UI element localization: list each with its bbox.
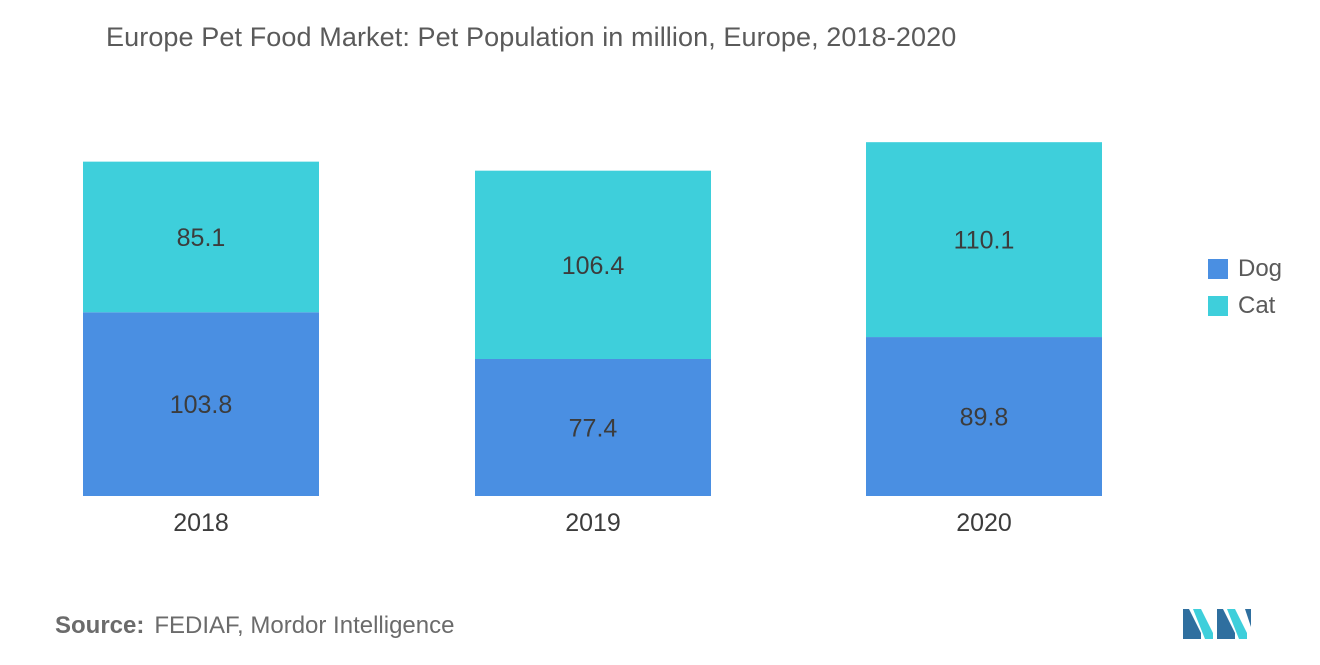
data-label-cat-2019: 106.4 [562, 252, 625, 280]
bar-cat-2019 [475, 170, 711, 360]
bar-dog-2019 [475, 359, 711, 496]
legend-swatch-cat [1208, 295, 1228, 316]
data-label-dog-2019: 77.4 [569, 415, 618, 443]
source-label: Source: [55, 612, 145, 639]
stacked-bar-chart: 103.8 85.1 77.4 106.4 89.8 110.1 2018 2019 2020 [83, 142, 1102, 537]
legend-swatch-dog [1208, 258, 1228, 279]
x-tick-label-2018: 2018 [173, 509, 229, 537]
bars-layer [83, 142, 1102, 496]
data-label-cat-2020: 110.1 [954, 227, 1015, 255]
chart-title: Europe Pet Food Market: Pet Population i… [106, 22, 957, 52]
x-tick-label-2020: 2020 [956, 509, 1012, 537]
company-logo [1183, 609, 1251, 639]
data-label-dog-2018: 103.8 [170, 391, 233, 419]
data-label-cat-2018: 85.1 [177, 224, 226, 252]
bar-cat-2018 [83, 161, 319, 313]
source-note: Source: FEDIAF, Mordor Intelligence [55, 612, 454, 640]
data-label-dog-2020: 89.8 [960, 404, 1009, 432]
x-axis: 2018 2019 2020 [173, 509, 1012, 537]
legend: Dog Cat [1208, 250, 1282, 324]
legend-item-dog: Dog [1208, 250, 1282, 287]
legend-item-cat: Cat [1208, 287, 1282, 324]
bar-cat-2020 [866, 142, 1102, 338]
bar-dog-2018 [83, 312, 319, 496]
labels-layer: 103.8 85.1 77.4 106.4 89.8 110.1 [170, 224, 1015, 443]
x-tick-label-2019: 2019 [565, 509, 621, 537]
source-text: FEDIAF, Mordor Intelligence [154, 612, 455, 639]
bar-dog-2020 [866, 337, 1102, 496]
legend-label-cat: Cat [1238, 291, 1276, 319]
legend-label-dog: Dog [1238, 254, 1283, 282]
